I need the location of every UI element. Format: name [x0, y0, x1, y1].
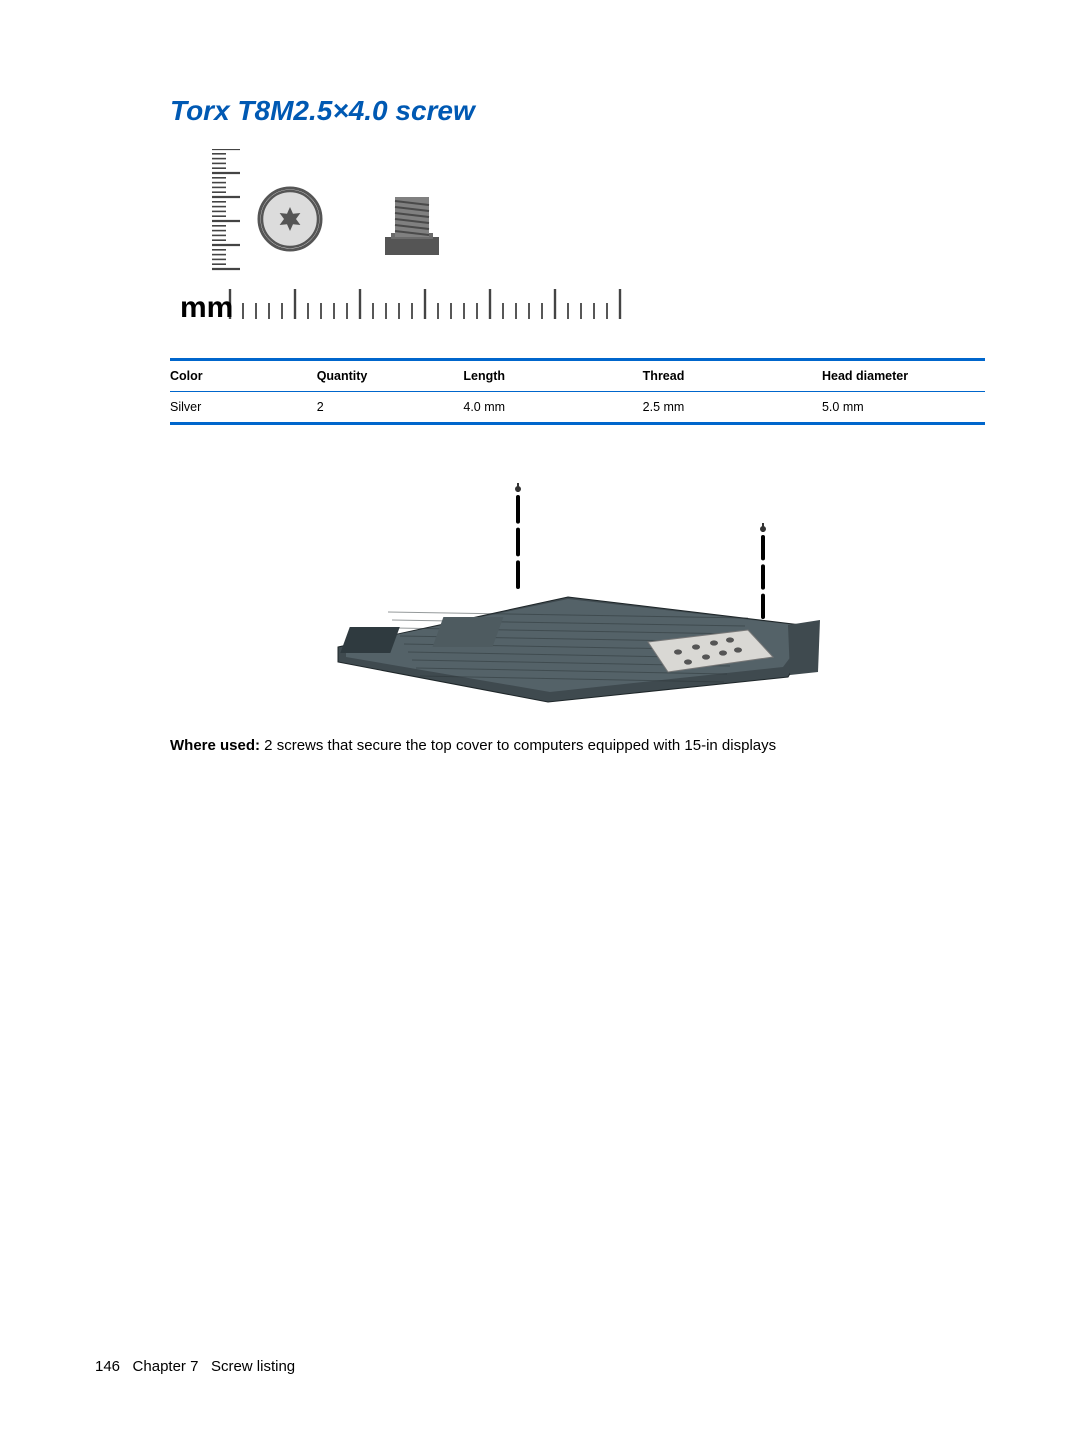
chapter-title: Screw listing [211, 1358, 295, 1375]
page: Torx T8M2.5×4.0 screw mm ColorQuantityLe… [0, 0, 1080, 1437]
page-number: 146 [95, 1358, 120, 1375]
table-row: Silver24.0 mm2.5 mm5.0 mm [170, 392, 985, 424]
specs-table-element: ColorQuantityLengthThreadHead diameterSi… [170, 358, 985, 425]
table-header: Thread [643, 360, 822, 392]
table-header: Length [463, 360, 642, 392]
page-footer: 146 Chapter 7 Screw listing [95, 1358, 295, 1375]
where-used-body: 2 screws that secure the top cover to co… [260, 737, 776, 754]
chapter-label: Chapter 7 [133, 1358, 199, 1375]
table-cell: 4.0 mm [463, 392, 642, 424]
table-cell: 5.0 mm [822, 392, 985, 424]
table-cell: Silver [170, 392, 317, 424]
specs-table: ColorQuantityLengthThreadHead diameterSi… [170, 358, 985, 425]
screw-ruler-diagram: mm [180, 149, 640, 339]
table-header: Head diameter [822, 360, 985, 392]
page-title: Torx T8M2.5×4.0 screw [170, 95, 985, 127]
chassis-diagram [318, 467, 838, 707]
table-header: Color [170, 360, 317, 392]
where-used-text: Where used: 2 screws that secure the top… [170, 735, 985, 756]
table-cell: 2.5 mm [643, 392, 822, 424]
svg-text:mm: mm [180, 291, 233, 324]
where-used-label: Where used: [170, 737, 260, 754]
table-header: Quantity [317, 360, 464, 392]
table-cell: 2 [317, 392, 464, 424]
